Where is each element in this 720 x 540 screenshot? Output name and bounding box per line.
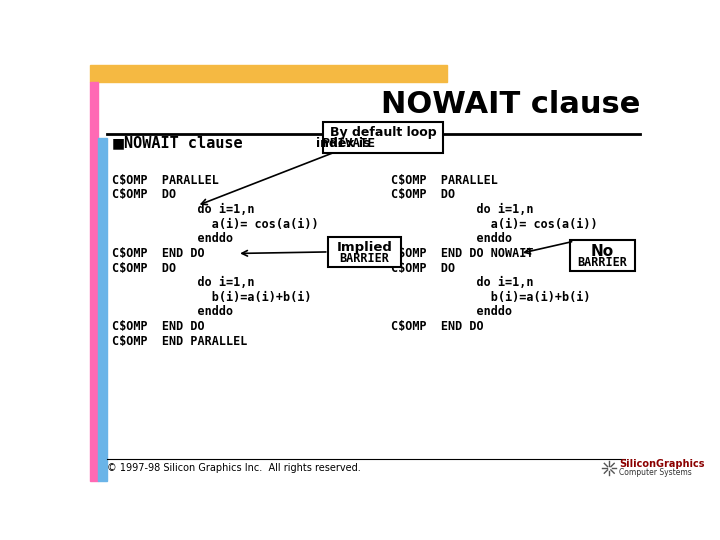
Text: C$OMP  DO: C$OMP DO [391,261,455,274]
Text: enddo: enddo [112,306,233,319]
Text: b(i)=a(i)+b(i): b(i)=a(i)+b(i) [391,291,590,304]
Text: BARRIER: BARRIER [577,256,627,269]
Text: C$OMP  DO: C$OMP DO [112,261,176,274]
Text: C$OMP  END DO: C$OMP END DO [391,320,483,333]
Text: enddo: enddo [112,232,233,245]
Text: b(i)=a(i)+b(i): b(i)=a(i)+b(i) [112,291,311,304]
Text: do i=1,n: do i=1,n [391,276,534,289]
Text: enddo: enddo [391,306,512,319]
Bar [90,65,446,82]
Text: © 1997-98 Silicon Graphics Inc.  All rights reserved.: © 1997-98 Silicon Graphics Inc. All righ… [107,463,361,473]
Text: Computer Systems: Computer Systems [619,468,692,477]
Text: C$OMP  PARALLEL: C$OMP PARALLEL [112,174,219,187]
Text: do i=1,n: do i=1,n [391,203,534,216]
Text: NOWAIT clause: NOWAIT clause [381,90,640,119]
Text: C$OMP  END PARALLEL: C$OMP END PARALLEL [112,335,247,348]
Text: Implied: Implied [336,241,392,254]
Text: C$OMP  END DO NOWAIT: C$OMP END DO NOWAIT [391,247,534,260]
Text: C$OMP  DO: C$OMP DO [112,188,176,201]
FancyBboxPatch shape [323,122,443,153]
Text: do i=1,n: do i=1,n [112,203,254,216]
Text: PRIVATE: PRIVATE [255,137,375,150]
Bar [90,82,98,481]
Text: No: No [590,244,614,259]
Text: a(i)= cos(a(i)): a(i)= cos(a(i)) [391,218,598,231]
FancyBboxPatch shape [328,237,401,267]
Text: BARRIER: BARRIER [339,252,390,265]
Text: do i=1,n: do i=1,n [112,276,254,289]
FancyBboxPatch shape [570,240,635,271]
Text: C$OMP  END DO: C$OMP END DO [112,247,204,260]
Text: C$OMP  PARALLEL: C$OMP PARALLEL [391,174,498,187]
Text: enddo: enddo [391,232,512,245]
Text: C$OMP  DO: C$OMP DO [391,188,455,201]
Text: index is: index is [317,137,375,150]
Text: SiliconGraphics: SiliconGraphics [619,460,705,469]
Text: NOWAIT clause: NOWAIT clause [124,136,243,151]
Text: a(i)= cos(a(i)): a(i)= cos(a(i)) [112,218,318,231]
Text: ■: ■ [112,136,125,150]
Text: By default loop: By default loop [330,126,436,139]
Text: C$OMP  END DO: C$OMP END DO [112,320,204,333]
Bar [98,138,107,481]
